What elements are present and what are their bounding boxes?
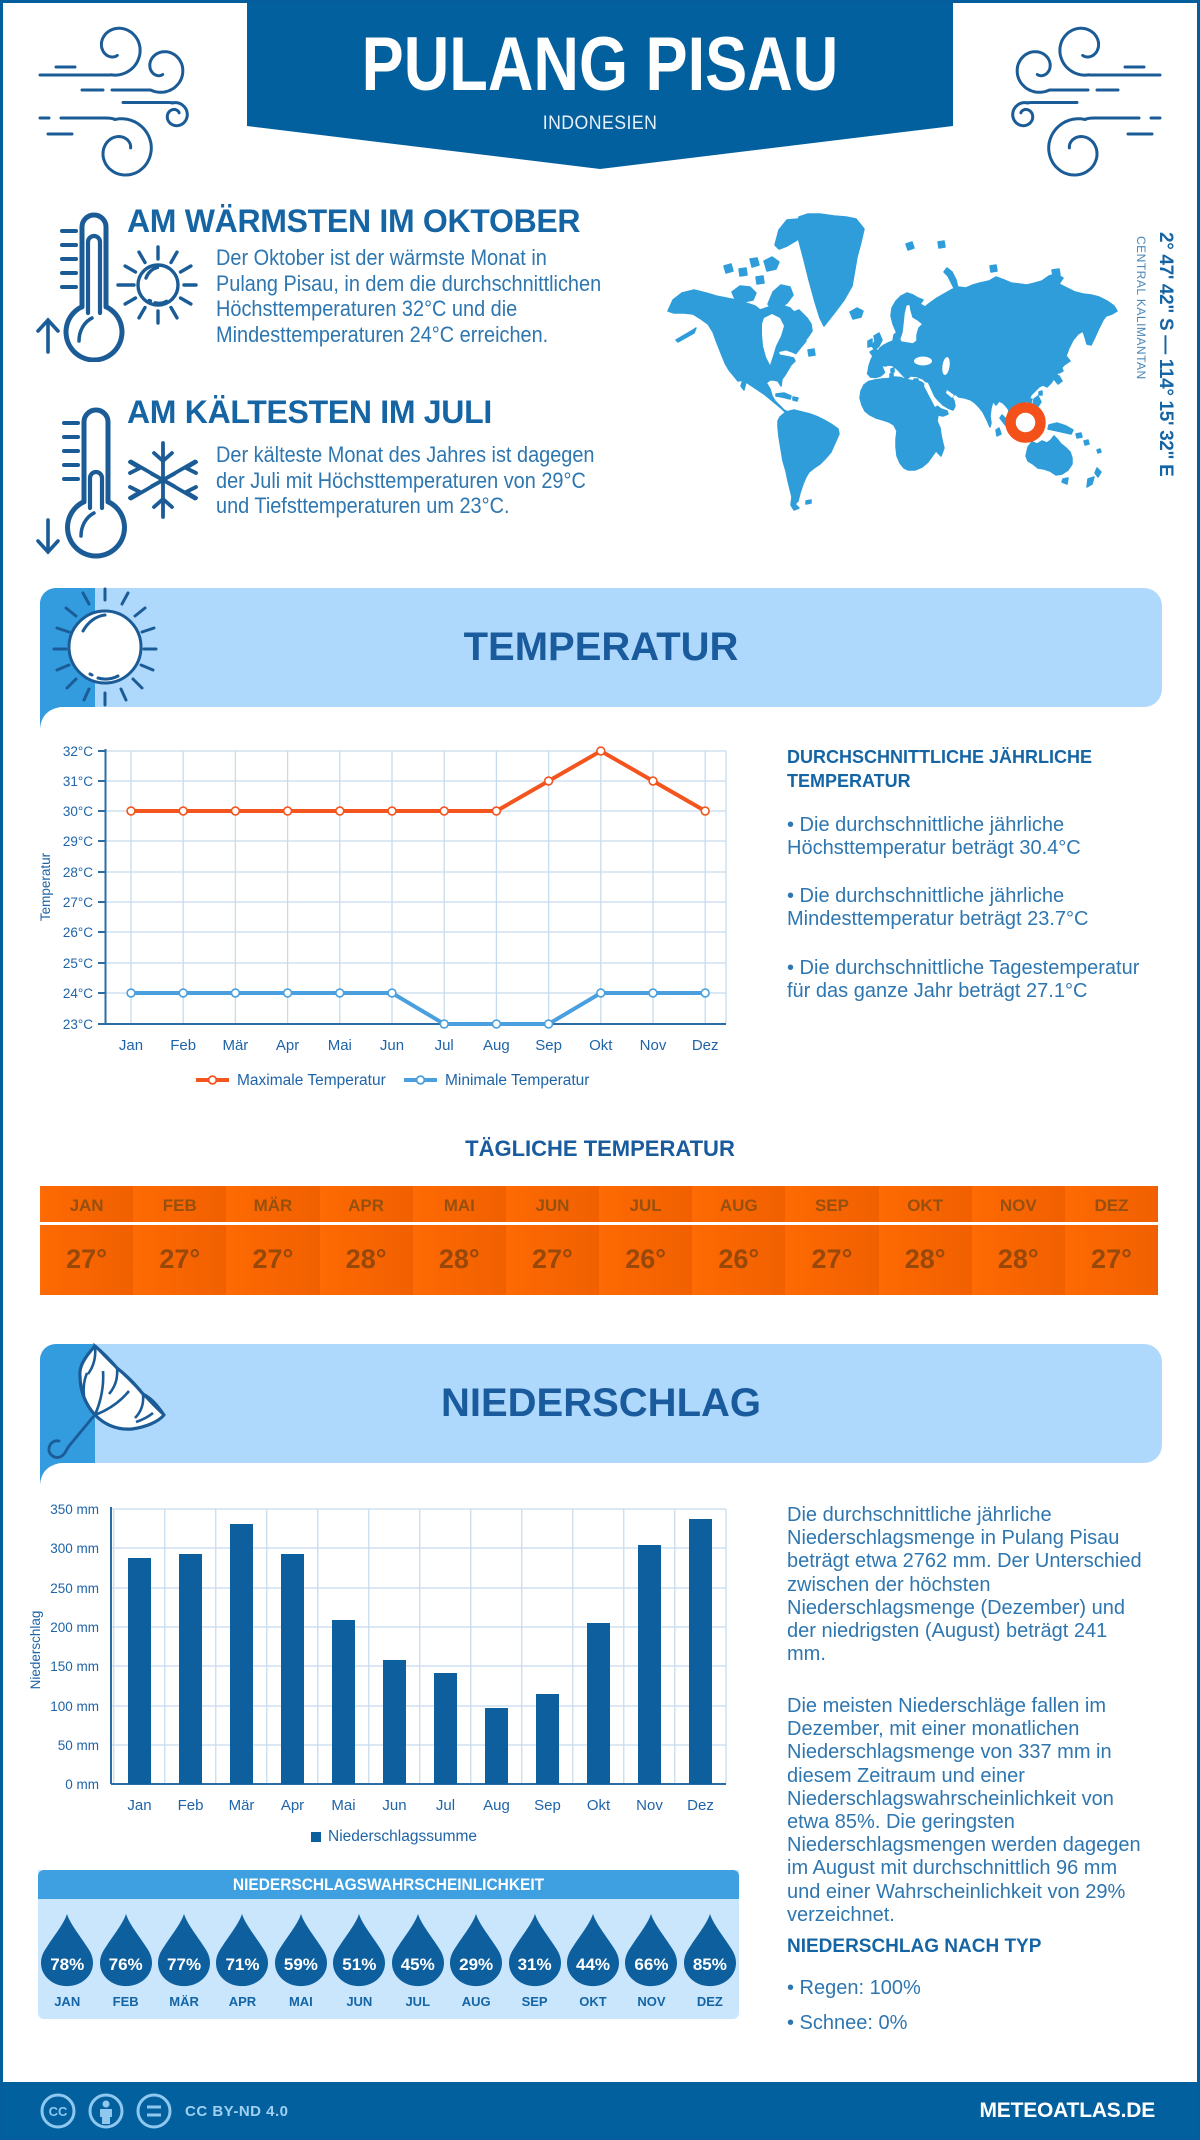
svg-text:0 mm: 0 mm [65,1777,99,1792]
svg-text:28°C: 28°C [63,865,93,880]
svg-text:Jul: Jul [436,1797,455,1814]
svg-text:Apr: Apr [276,1037,299,1054]
svg-text:50 mm: 50 mm [58,1738,99,1753]
svg-text:Feb: Feb [178,1797,204,1814]
svg-text:25°C: 25°C [63,956,93,971]
svg-text:Jun: Jun [380,1037,404,1054]
svg-text:Jan: Jan [127,1797,151,1814]
svg-text:300 mm: 300 mm [50,1541,99,1556]
svg-text:250 mm: 250 mm [50,1581,99,1596]
svg-text:Nov: Nov [640,1037,667,1054]
svg-text:Dez: Dez [692,1037,719,1054]
svg-text:100 mm: 100 mm [50,1699,99,1714]
svg-text:Temperatur: Temperatur [38,852,53,921]
svg-text:30°C: 30°C [63,804,93,819]
svg-text:Maximale Temperatur: Maximale Temperatur [237,1072,386,1089]
svg-text:Mär: Mär [229,1797,255,1814]
svg-text:350 mm: 350 mm [50,1502,99,1517]
svg-text:Okt: Okt [587,1797,611,1814]
svg-text:Aug: Aug [483,1797,510,1814]
svg-text:Dez: Dez [687,1797,714,1814]
svg-text:Sep: Sep [534,1797,561,1814]
svg-text:Apr: Apr [281,1797,304,1814]
svg-text:29°C: 29°C [63,834,93,849]
svg-text:Jul: Jul [435,1037,454,1054]
svg-text:Jun: Jun [382,1797,406,1814]
svg-text:26°C: 26°C [63,925,93,940]
svg-text:Niederschlag: Niederschlag [28,1611,43,1690]
svg-text:Sep: Sep [535,1037,562,1054]
svg-text:Jan: Jan [119,1037,143,1054]
svg-text:CC: CC [49,2104,68,2119]
svg-text:Mai: Mai [331,1797,355,1814]
svg-text:150 mm: 150 mm [50,1659,99,1674]
svg-text:23°C: 23°C [63,1017,93,1032]
svg-text:27°C: 27°C [63,895,93,910]
svg-text:200 mm: 200 mm [50,1620,99,1635]
svg-text:Minimale Temperatur: Minimale Temperatur [445,1072,589,1089]
svg-text:Okt: Okt [589,1037,613,1054]
svg-text:Mai: Mai [328,1037,352,1054]
svg-text:Aug: Aug [483,1037,510,1054]
svg-text:32°C: 32°C [63,744,93,759]
svg-text:31°C: 31°C [63,774,93,789]
svg-text:Feb: Feb [170,1037,196,1054]
svg-text:Mär: Mär [222,1037,248,1054]
svg-text:Nov: Nov [636,1797,663,1814]
svg-text:24°C: 24°C [63,986,93,1001]
